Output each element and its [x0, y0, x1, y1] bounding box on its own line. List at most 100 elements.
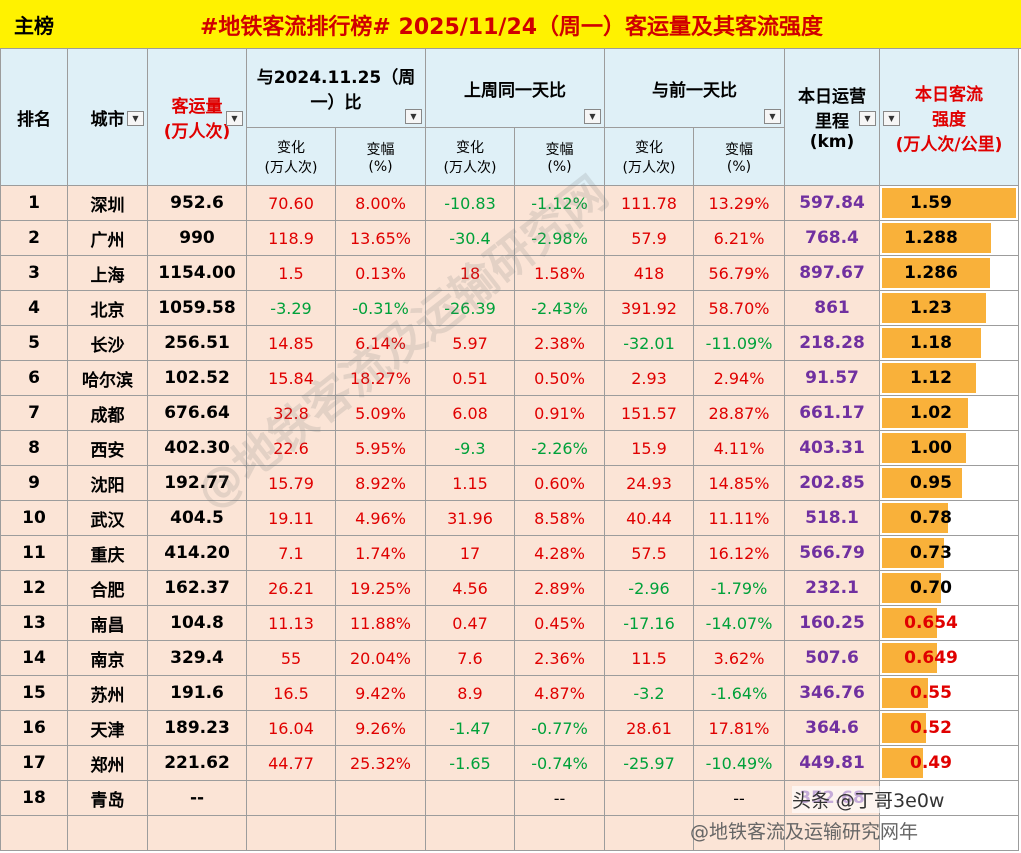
intensity-cell: 0.95	[879, 465, 1019, 501]
volume-cell: 404.5	[147, 500, 247, 536]
table-row: 11 重庆 414.20 7.1 1.74% 17 4.28% 57.5 16.12% 566.7…	[0, 535, 1019, 571]
dod-change-cell: 57.5	[604, 535, 694, 571]
wow-change-cell: -30.4	[425, 220, 515, 256]
filter-dropdown-icon[interactable]: ▼	[405, 109, 422, 124]
intensity-value: 1.00	[910, 438, 952, 458]
filter-dropdown-icon[interactable]: ▼	[764, 109, 781, 124]
wow-pct-cell: 0.91%	[514, 395, 605, 431]
empty-cell	[879, 815, 1019, 851]
rank-cell: 1	[0, 185, 68, 221]
yoy-pct-cell: 5.95%	[335, 430, 426, 466]
dod-change-cell: 15.9	[604, 430, 694, 466]
table-row: 8 西安 402.30 22.6 5.95% -9.3 -2.26% 15.9 4.11% 403…	[0, 430, 1019, 466]
intensity-bar	[882, 713, 926, 743]
volume-cell: 102.52	[147, 360, 247, 396]
footer-brand: 头条 @丁哥3e0w	[792, 786, 945, 813]
table-row: 14 南京 329.4 55 20.04% 7.6 2.36% 11.5 3.62% 507.6 0…	[0, 640, 1019, 676]
wow-change-cell: 6.08	[425, 395, 515, 431]
yoy-change-cell: 26.21	[246, 570, 336, 606]
intensity-cell: 1.286	[879, 255, 1019, 291]
rank-cell: 18	[0, 780, 68, 816]
intensity-bar	[882, 748, 923, 778]
yoy-change-cell	[246, 780, 336, 816]
wow-change-cell: -10.83	[425, 185, 515, 221]
table-row: 6 哈尔滨 102.52 15.84 18.27% 0.51 0.50% 2.93 2.94% 9…	[0, 360, 1019, 396]
sub-header-change: 变化 (万人次)	[425, 127, 515, 186]
volume-cell: 402.30	[147, 430, 247, 466]
volume-cell: 414.20	[147, 535, 247, 571]
intensity-bar	[882, 468, 962, 498]
intensity-value: 1.59	[910, 193, 952, 213]
volume-cell: 256.51	[147, 325, 247, 361]
mileage-cell: 566.79	[784, 535, 880, 571]
mileage-cell: 661.17	[784, 395, 880, 431]
mileage-cell: 507.6	[784, 640, 880, 676]
dod-pct-cell: 17.81%	[693, 710, 785, 746]
dod-pct-cell: 56.79%	[693, 255, 785, 291]
volume-cell: 952.6	[147, 185, 247, 221]
city-cell: 南昌	[67, 605, 148, 641]
yoy-change-cell: -3.29	[246, 290, 336, 326]
wow-pct-cell: 2.89%	[514, 570, 605, 606]
volume-cell: 104.8	[147, 605, 247, 641]
dod-pct-cell: 16.12%	[693, 535, 785, 571]
yoy-change-cell: 14.85	[246, 325, 336, 361]
table-row: 15 苏州 191.6 16.5 9.42% 8.9 4.87% -3.2 -1.64% 346.…	[0, 675, 1019, 711]
intensity-cell: 0.55	[879, 675, 1019, 711]
intensity-cell: 0.52	[879, 710, 1019, 746]
wow-pct-cell: -1.12%	[514, 185, 605, 221]
dod-change-cell: -3.2	[604, 675, 694, 711]
rank-cell: 6	[0, 360, 68, 396]
table-row: 16 天津 189.23 16.04 9.26% -1.47 -0.77% 28.61 17.8…	[0, 710, 1019, 746]
col-rank-header: 排名	[0, 48, 68, 186]
yoy-pct-cell: 1.74%	[335, 535, 426, 571]
dod-pct-cell: -1.79%	[693, 570, 785, 606]
mileage-cell: 768.4	[784, 220, 880, 256]
rank-cell: 14	[0, 640, 68, 676]
col-dod-header: 与前一天比 ▼	[604, 48, 785, 128]
sub-header-pct: 变幅 (%)	[693, 127, 785, 186]
yoy-pct-cell: 0.13%	[335, 255, 426, 291]
volume-cell: --	[147, 780, 247, 816]
rank-cell: 16	[0, 710, 68, 746]
table-row: 3 上海 1154.00 1.5 0.13% 18 1.58% 418 56.79% 897.67…	[0, 255, 1019, 291]
intensity-value: 1.288	[904, 228, 958, 248]
rank-cell: 9	[0, 465, 68, 501]
dod-change-cell: 24.93	[604, 465, 694, 501]
intensity-cell: 1.23	[879, 290, 1019, 326]
yoy-change-cell: 32.8	[246, 395, 336, 431]
rank-cell: 15	[0, 675, 68, 711]
dod-change-cell	[604, 780, 694, 816]
dod-pct-cell: 3.62%	[693, 640, 785, 676]
wow-change-cell: 4.56	[425, 570, 515, 606]
dod-change-cell: -32.01	[604, 325, 694, 361]
intensity-bar	[882, 328, 981, 358]
dod-pct-cell: 6.21%	[693, 220, 785, 256]
yoy-change-cell: 19.11	[246, 500, 336, 536]
filter-dropdown-icon[interactable]: ▼	[226, 111, 243, 126]
city-cell: 北京	[67, 290, 148, 326]
filter-dropdown-icon[interactable]: ▼	[584, 109, 601, 124]
rank-cell: 2	[0, 220, 68, 256]
volume-cell: 162.37	[147, 570, 247, 606]
mileage-cell: 218.28	[784, 325, 880, 361]
yoy-pct-cell: 20.04%	[335, 640, 426, 676]
yoy-change-cell: 1.5	[246, 255, 336, 291]
volume-cell: 191.6	[147, 675, 247, 711]
intensity-value: 0.55	[910, 683, 952, 703]
table-row: 4 北京 1059.58 -3.29 -0.31% -26.39 -2.43% 391.92 5…	[0, 290, 1019, 326]
table-row: 10 武汉 404.5 19.11 4.96% 31.96 8.58% 40.44 11.11%…	[0, 500, 1019, 536]
filter-dropdown-icon[interactable]: ▼	[859, 111, 876, 126]
intensity-cell: 0.649	[879, 640, 1019, 676]
empty-cell	[514, 815, 605, 851]
yoy-pct-cell: 9.26%	[335, 710, 426, 746]
mileage-cell: 160.25	[784, 605, 880, 641]
filter-dropdown-icon[interactable]: ▼	[883, 111, 900, 126]
city-cell: 苏州	[67, 675, 148, 711]
intensity-value: 1.286	[904, 263, 958, 283]
wow-change-cell: 31.96	[425, 500, 515, 536]
ranking-table: 排名 城市 ▼ 客运量 (万人次) ▼ 与2024.11.25（周 一）比 ▼ 上周…	[0, 48, 1019, 851]
empty-cell	[147, 815, 247, 851]
filter-dropdown-icon[interactable]: ▼	[127, 111, 144, 126]
table-row: 9 沈阳 192.77 15.79 8.92% 1.15 0.60% 24.93 14.85% 2…	[0, 465, 1019, 501]
